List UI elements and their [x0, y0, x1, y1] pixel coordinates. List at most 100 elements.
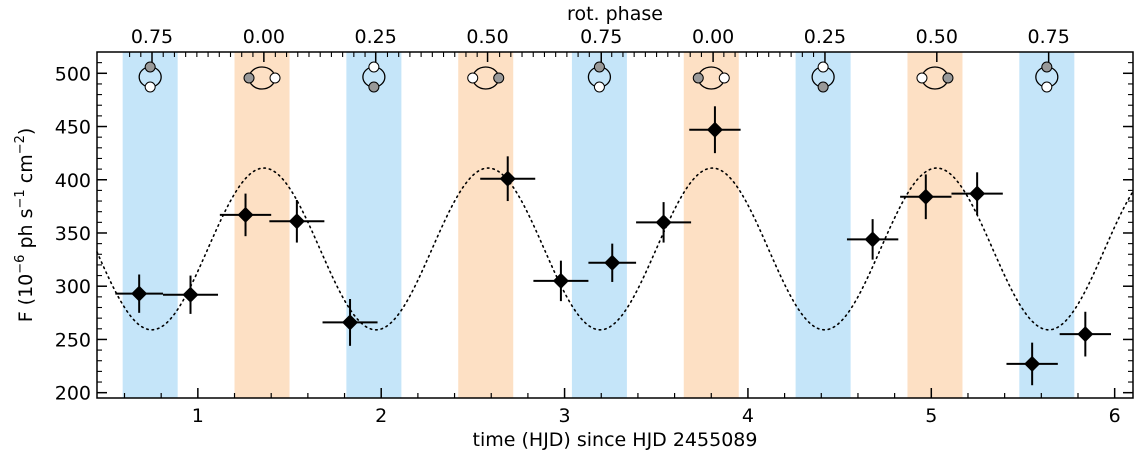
spot-right — [269, 72, 281, 84]
data-points-layer — [115, 106, 1111, 386]
diamond-marker — [1077, 326, 1094, 343]
spot-top — [817, 61, 829, 73]
data-point — [115, 274, 164, 313]
top-tick-label: 0.75 — [1027, 26, 1069, 48]
diamond-marker — [604, 254, 621, 271]
diamond-marker — [969, 185, 986, 202]
top-tick-label: 0.50 — [466, 26, 508, 48]
top-tick-label: 0.25 — [355, 26, 397, 48]
phase-bands-layer — [122, 52, 1075, 398]
spot-top — [1041, 61, 1053, 73]
data-point — [219, 193, 272, 237]
phase-band-blue — [571, 52, 627, 398]
x-tick-label: 5 — [925, 405, 937, 427]
top-tick-label: 0.00 — [243, 26, 285, 48]
orientation-icon — [138, 61, 162, 93]
diamond-marker — [917, 188, 934, 205]
x-tick-label: 2 — [375, 405, 387, 427]
data-point — [322, 298, 378, 346]
orientation-icons-layer — [138, 61, 1059, 93]
phase-band-orange — [234, 52, 290, 398]
y-tick-label: 250 — [55, 329, 91, 351]
plot-frame — [96, 51, 1134, 399]
diamond-marker — [237, 206, 254, 223]
diamond-marker — [552, 272, 569, 289]
data-point — [163, 275, 219, 314]
diamond-marker — [131, 285, 148, 302]
phase-band-orange — [458, 52, 514, 398]
spot-top — [593, 61, 605, 73]
spot-bottom — [144, 81, 156, 93]
diamond-marker — [706, 121, 723, 138]
diamond-marker — [864, 231, 881, 248]
top-axis-title: rot. phase — [567, 3, 663, 25]
diamond-marker — [182, 286, 199, 303]
spot-right — [718, 72, 730, 84]
y-tick-label: 500 — [55, 63, 91, 85]
data-point — [951, 172, 1003, 215]
diamond-marker — [499, 170, 516, 187]
top-tick-label: 0.75 — [131, 26, 173, 48]
x-tick-label: 4 — [742, 405, 754, 427]
model-sinusoid-curve — [96, 167, 1134, 331]
model-curve-layer — [96, 167, 1134, 331]
diamond-marker — [342, 314, 359, 331]
spot-left — [692, 72, 704, 84]
phase-band-blue — [795, 52, 851, 398]
spot-left — [467, 72, 479, 84]
spot-top — [144, 61, 156, 73]
spot-bottom — [1041, 81, 1053, 93]
phase-band-orange — [907, 52, 963, 398]
phase-band-blue — [1019, 52, 1075, 398]
y-axis-title-unit-2: cm — [15, 154, 37, 189]
top-tick-label: 0.25 — [804, 26, 846, 48]
data-point — [846, 219, 899, 260]
data-point — [689, 106, 741, 154]
diamond-marker — [288, 213, 305, 230]
y-tick-label: 200 — [55, 383, 91, 405]
orientation-icon — [916, 66, 954, 90]
y-tick-label: 300 — [55, 276, 91, 298]
orientation-icon — [362, 61, 386, 93]
axis-ticks-layer: 1 2 3 4 5 6 0.75 0.00 0.25 0.50 0.75 0.00 0.25 0.50 0.… — [55, 26, 1133, 427]
phase-band-orange — [683, 52, 739, 398]
orientation-icon — [467, 66, 505, 90]
x-tick-label: 6 — [1109, 405, 1121, 427]
spot-left — [243, 72, 255, 84]
y-axis-title-unit-1: ph s — [15, 208, 37, 254]
spot-left — [916, 72, 928, 84]
spot-top — [368, 61, 380, 73]
orientation-icon — [692, 66, 730, 90]
spot-bottom — [368, 81, 380, 93]
orientation-icon — [243, 66, 281, 90]
y-tick-label: 350 — [55, 223, 91, 245]
phase-band-blue — [346, 52, 402, 398]
spot-bottom — [817, 81, 829, 93]
spot-bottom — [593, 81, 605, 93]
phase-band-blue — [122, 52, 178, 398]
data-point — [533, 260, 589, 302]
diamond-marker — [655, 214, 672, 231]
spot-right — [942, 72, 954, 84]
top-tick-label: 0.75 — [580, 26, 622, 48]
data-point — [269, 199, 325, 243]
y-axis-title-exponent-3: −2 — [13, 135, 28, 154]
y-axis-title-exponent-1: −6 — [13, 255, 28, 274]
y-tick-label: 450 — [55, 117, 91, 139]
spot-right — [493, 72, 505, 84]
y-axis-title: F (10−6 ph s−1 cm−2) — [13, 128, 37, 323]
data-point — [1006, 342, 1058, 386]
y-axis-title-exponent-2: −1 — [13, 189, 28, 208]
y-tick-label: 400 — [55, 170, 91, 192]
x-tick-label: 3 — [559, 405, 571, 427]
orientation-icon — [1035, 61, 1059, 93]
y-axis-title-suffix: ) — [15, 128, 37, 135]
data-point — [480, 156, 536, 202]
data-point — [636, 202, 692, 243]
top-tick-label: 0.50 — [916, 26, 958, 48]
y-axis-title-prefix: F (10 — [15, 274, 37, 323]
data-point — [900, 174, 952, 220]
top-tick-label: 0.00 — [692, 26, 734, 48]
